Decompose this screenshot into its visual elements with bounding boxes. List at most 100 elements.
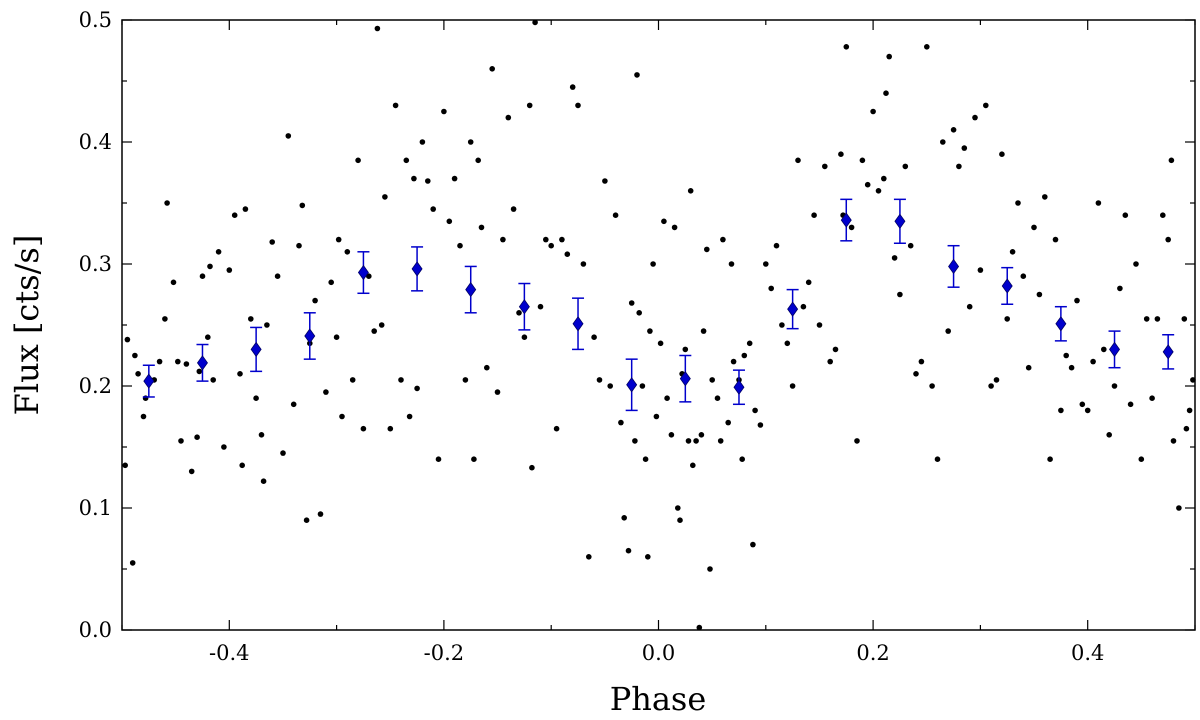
scatter-point [696,624,703,631]
scatter-point [625,547,632,554]
scatter-point [471,456,477,463]
scatter-point [269,239,276,245]
scatter-point [717,438,724,444]
scatter-point [838,151,844,157]
binned-marker [626,377,638,393]
binned-point [303,312,316,360]
scatter-point [1042,194,1048,200]
binned-marker [1055,316,1067,332]
scatter-point [685,438,692,444]
scatter-point [822,163,828,170]
scatter-point [406,413,413,420]
scatter-point [714,395,721,402]
scatter-point [891,255,898,261]
scatter-point [371,328,378,334]
scatter-point [215,249,222,255]
y-tick-label: 0.1 [79,496,112,520]
scatter-point [881,175,887,182]
scatter-point [441,108,447,115]
scatter-point [170,279,177,286]
y-tick-label: 0.5 [79,8,112,32]
binned-marker [518,299,530,315]
binned-marker [143,373,155,389]
scatter-point [430,206,437,212]
y-tick-label: 0.2 [79,374,112,398]
scatter-point [285,133,292,139]
scatter-point [505,114,512,121]
scatter-point [414,385,420,392]
scatter-point [671,224,678,231]
binned-point [572,297,585,351]
scatter-point [784,340,791,347]
scatter-point [977,267,984,273]
binned-marker [411,261,423,277]
binned-marker [1001,278,1013,294]
y-tick-labels: 0.0 0.1 0.2 0.3 0.4 0.5 [79,8,112,642]
scatter-points [122,19,1196,631]
x-tick-label: 0.2 [856,641,889,665]
scatter-point [1143,316,1150,322]
scatter-point [1015,200,1021,206]
y-axis-label: Flux [cts/s] [8,235,46,416]
scatter-point [403,157,410,164]
scatter-point [398,377,404,383]
scatter-point [462,377,469,383]
scatter-point [484,364,490,371]
scatter-point [693,438,699,444]
scatter-point [559,236,565,243]
scatter-point [500,236,506,243]
binned-point [1162,334,1175,370]
scatter-point [848,224,855,231]
scatter-point [602,178,608,184]
binned-point [840,198,853,242]
scatter-point [811,212,817,218]
scatter-point [1133,261,1139,267]
binned-point [411,246,424,292]
scatter-point [543,236,549,243]
x-tick-label: 0.4 [1071,641,1104,665]
axis-ticks [121,19,1196,631]
scatter-point [210,377,216,383]
scatter-point [1154,316,1161,322]
scatter-point [1058,407,1064,414]
scatter-point [237,371,243,377]
scatter-point [704,246,710,253]
scatter-point [475,157,482,164]
scatter-point [864,181,871,188]
scatter-point [425,178,431,184]
y-tick-label: 0.3 [79,252,112,276]
binned-point [625,358,638,412]
scatter-point [299,202,306,209]
scatter-point [586,554,592,560]
scatter-point [335,236,342,243]
scatter-point [264,322,270,328]
scatter-point [1122,212,1129,218]
scatter-point [537,303,544,310]
scatter-point [419,139,426,145]
scatter-point [451,175,458,182]
scatter-point [124,336,131,343]
scatter-point [795,157,801,164]
scatter-point [647,328,653,334]
scatter-point [634,72,640,78]
scatter-point [621,515,627,521]
scatter-point [757,422,764,428]
scatter-point [553,425,560,432]
scatter-point [258,432,265,438]
scatter-point [529,464,535,471]
scatter-point [945,328,951,334]
scatter-point [532,19,538,26]
scatter-point [344,249,351,255]
binned-point [893,198,906,245]
binned-marker [304,328,316,344]
scatter-point [378,322,385,328]
scatter-point [1106,432,1112,438]
scatter-point [805,279,812,286]
scatter-point [687,188,694,194]
scatter-point [690,462,696,469]
scatter-point [934,456,941,463]
scatter-point [382,194,388,200]
scatter-point [961,145,968,151]
scatter-point [768,285,774,292]
scatter-point [242,206,249,212]
